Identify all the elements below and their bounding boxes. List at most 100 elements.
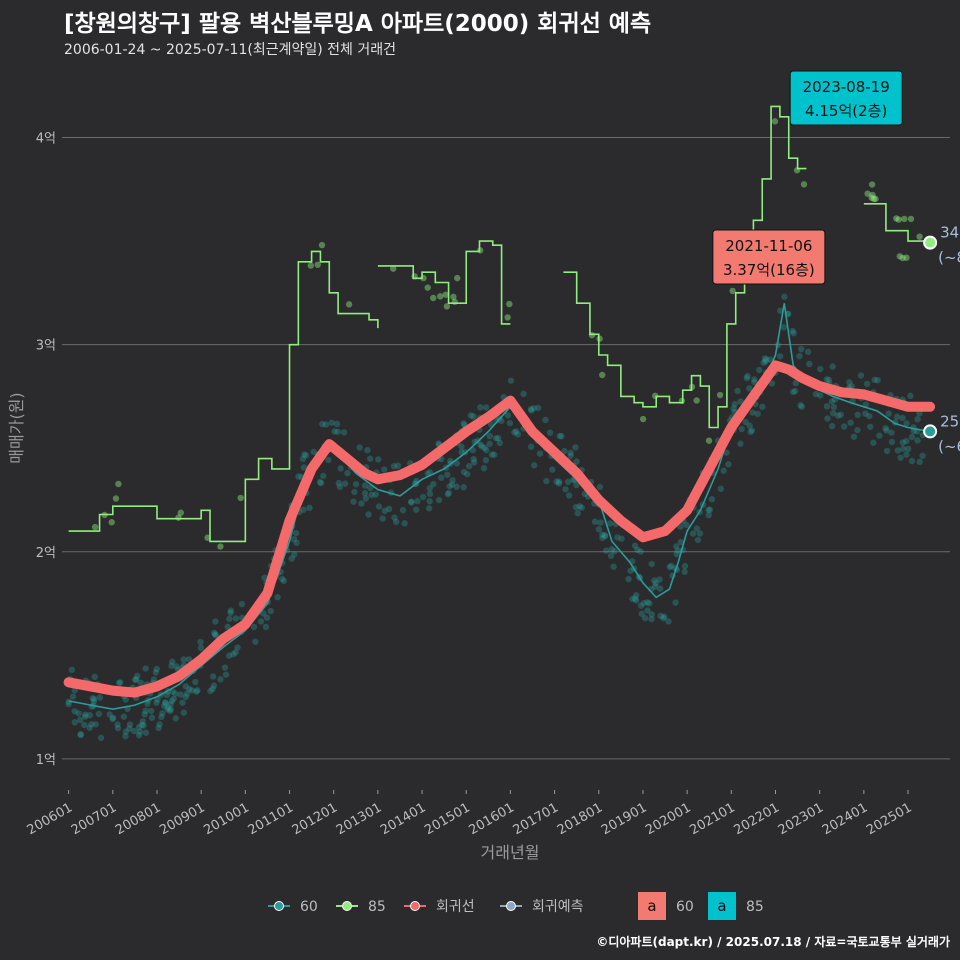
callout-date: 2021-11-06 xyxy=(725,237,812,255)
dot-60 xyxy=(486,440,493,448)
dot-60 xyxy=(824,415,831,422)
dot-60 xyxy=(804,348,812,356)
dot-60 xyxy=(823,376,830,383)
dot-85 xyxy=(504,314,511,321)
dot-60 xyxy=(789,388,797,396)
dot-60 xyxy=(730,405,737,412)
dot-60 xyxy=(573,481,580,489)
dot-85 xyxy=(307,262,314,269)
dot-60 xyxy=(122,728,130,735)
forecast-area-label: (~60㎡) xyxy=(938,437,960,455)
dot-60 xyxy=(210,629,218,637)
dot-60 xyxy=(660,613,668,620)
dot-60 xyxy=(126,725,133,732)
dot-60 xyxy=(507,377,515,384)
dot-60 xyxy=(288,555,295,562)
dot-60 xyxy=(614,534,621,541)
dot-60 xyxy=(674,547,681,554)
dot-60 xyxy=(115,679,123,687)
dot-85 xyxy=(899,254,906,262)
dot-60 xyxy=(601,532,609,540)
dot-60 xyxy=(823,403,831,410)
dot-60 xyxy=(706,506,714,514)
dot-60 xyxy=(634,546,641,554)
dot-60 xyxy=(762,358,769,365)
dot-60 xyxy=(334,428,341,435)
dot-60 xyxy=(694,536,702,544)
dot-60 xyxy=(789,327,796,335)
legend-fill-glyph: a xyxy=(647,897,656,915)
dot-60 xyxy=(372,491,379,498)
dot-60 xyxy=(578,504,585,511)
dot-60 xyxy=(527,443,535,450)
legend-fill-label: 85 xyxy=(746,899,764,915)
dot-60 xyxy=(637,548,644,555)
dot-85 xyxy=(895,216,902,223)
dot-60 xyxy=(375,456,382,463)
dot-60 xyxy=(460,468,468,476)
dot-60 xyxy=(221,664,229,671)
dot-60 xyxy=(738,425,745,433)
dot-85 xyxy=(175,514,182,521)
x-tick-label: 200901 xyxy=(157,800,207,838)
dot-60 xyxy=(144,700,151,708)
callout-box xyxy=(789,70,903,126)
dot-60 xyxy=(222,671,230,678)
dot-60 xyxy=(426,490,434,498)
dot-60 xyxy=(657,612,664,620)
dot-60 xyxy=(792,379,800,387)
dot-60 xyxy=(150,676,158,683)
dot-60 xyxy=(681,568,688,576)
dot-60 xyxy=(227,609,234,617)
dot-60 xyxy=(751,378,758,386)
dot-60 xyxy=(562,486,569,493)
dot-60 xyxy=(180,656,187,663)
dot-60 xyxy=(763,356,770,363)
dot-85 xyxy=(599,371,606,379)
dot-60 xyxy=(82,711,89,718)
dot-60 xyxy=(445,489,452,497)
dot-60 xyxy=(555,480,563,487)
dot-85 xyxy=(506,300,513,308)
dot-60 xyxy=(90,695,98,703)
dot-60 xyxy=(161,702,168,710)
legend-fill-glyph: a xyxy=(717,897,726,915)
dot-60 xyxy=(871,376,878,384)
dot-60 xyxy=(365,511,372,518)
dot-60 xyxy=(837,411,844,418)
dot-60 xyxy=(168,697,176,705)
dot-60 xyxy=(542,416,549,424)
dot-60 xyxy=(448,481,456,488)
dot-60 xyxy=(888,429,895,436)
dot-85 xyxy=(903,254,910,261)
dot-60 xyxy=(731,400,739,408)
y-tick-label: 1억 xyxy=(36,753,56,768)
series-85-segment xyxy=(563,105,807,429)
dot-60 xyxy=(293,539,300,547)
series-lines xyxy=(63,105,936,711)
dot-60 xyxy=(155,724,162,732)
dot-85 xyxy=(705,437,713,444)
dot-85 xyxy=(896,253,904,260)
dot-85 xyxy=(870,195,878,203)
dot-60 xyxy=(380,466,388,473)
dot-60 xyxy=(747,428,754,436)
dot-60 xyxy=(412,506,420,513)
dot-60 xyxy=(444,491,452,498)
dot-60 xyxy=(71,708,78,715)
dot-60 xyxy=(491,451,498,458)
dot-60 xyxy=(134,672,141,680)
dot-60 xyxy=(136,728,144,735)
dot-60 xyxy=(470,455,477,463)
dot-85 xyxy=(868,194,875,201)
dot-60 xyxy=(163,691,171,699)
dot-60 xyxy=(737,440,744,447)
dot-60 xyxy=(335,479,342,487)
dot-60 xyxy=(908,457,916,465)
dot-60 xyxy=(148,714,156,721)
dot-85 xyxy=(237,494,244,502)
dot-60 xyxy=(435,496,443,504)
dot-60 xyxy=(618,535,625,542)
dot-60 xyxy=(633,592,640,599)
dot-60 xyxy=(840,423,848,430)
